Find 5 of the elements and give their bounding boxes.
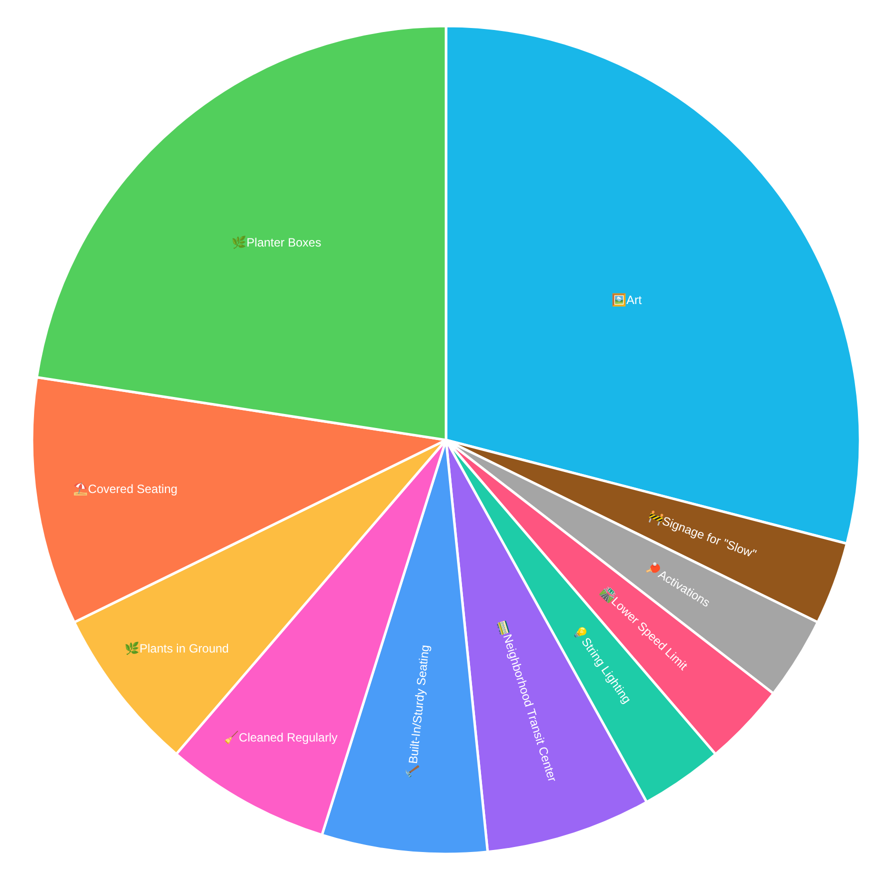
- slice-label: 🌿Plants in Ground: [124, 641, 229, 656]
- slice-label: 🖼Art: [611, 293, 642, 308]
- slice-label: 🌿Planter Boxes: [232, 235, 322, 250]
- slice-label: ⛱Covered Seating: [73, 482, 178, 496]
- slice-label: 🧹Cleaned Regularly: [224, 730, 338, 745]
